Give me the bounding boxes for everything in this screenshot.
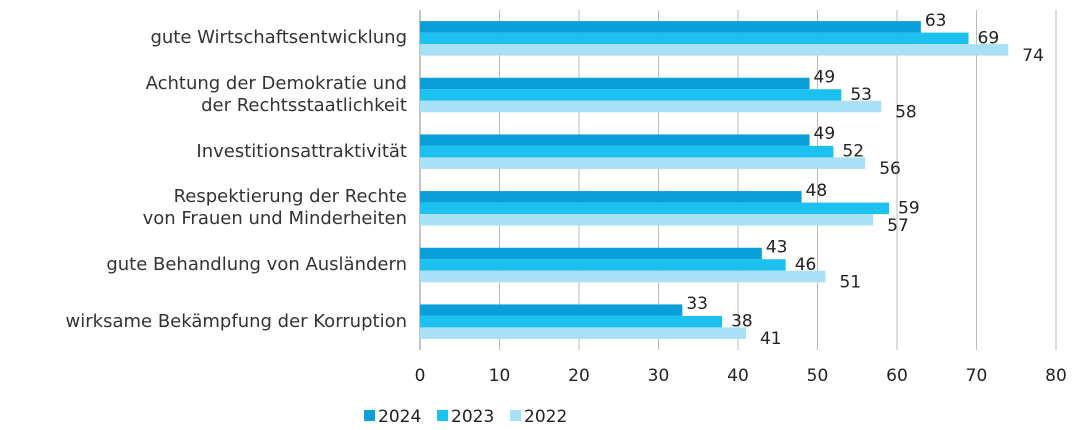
legend-swatch bbox=[364, 410, 375, 421]
legend-label: 2022 bbox=[524, 407, 567, 427]
legend-label: 2024 bbox=[378, 407, 421, 427]
bar bbox=[420, 44, 1009, 56]
value-label: 48 bbox=[806, 181, 828, 201]
bar bbox=[420, 89, 842, 101]
bar bbox=[420, 134, 810, 146]
x-tick-label: 60 bbox=[886, 366, 908, 386]
bar bbox=[420, 259, 786, 271]
category-label: Achtung der Demokratie und der Rechtssta… bbox=[145, 73, 407, 116]
x-tick-label: 10 bbox=[489, 366, 511, 386]
bar bbox=[420, 77, 810, 90]
x-tick-label: 70 bbox=[966, 366, 988, 386]
bar bbox=[420, 21, 921, 33]
bar bbox=[420, 315, 723, 328]
category-label: gute Wirtschaftsentwicklung bbox=[150, 27, 407, 49]
x-tick-label: 40 bbox=[727, 366, 749, 386]
value-label: 41 bbox=[760, 329, 782, 349]
value-label: 56 bbox=[879, 159, 901, 179]
bar bbox=[420, 191, 802, 203]
x-tick-label: 30 bbox=[648, 366, 670, 386]
legend-swatch bbox=[437, 410, 448, 421]
bar bbox=[420, 100, 882, 113]
x-tick-label: 0 bbox=[415, 366, 426, 386]
value-label: 52 bbox=[842, 142, 864, 162]
bar bbox=[420, 304, 683, 316]
value-label: 46 bbox=[795, 255, 817, 275]
bar bbox=[420, 247, 762, 260]
category-label: Respektierung der Rechte von Frauen und … bbox=[142, 186, 407, 230]
bar bbox=[420, 327, 746, 339]
value-label: 69 bbox=[978, 28, 1000, 48]
value-label: 38 bbox=[731, 312, 753, 332]
bar bbox=[420, 270, 826, 283]
value-label: 63 bbox=[925, 11, 947, 31]
value-label: 57 bbox=[887, 216, 909, 236]
bar bbox=[420, 214, 874, 226]
value-label: 74 bbox=[1022, 46, 1044, 66]
bar bbox=[420, 157, 866, 169]
x-tick-label: 50 bbox=[807, 366, 829, 386]
bar bbox=[420, 145, 834, 158]
value-label: 53 bbox=[850, 85, 872, 105]
x-tick-label: 80 bbox=[1045, 366, 1067, 386]
value-label: 59 bbox=[898, 198, 920, 218]
bar bbox=[420, 32, 969, 45]
value-label: 49 bbox=[814, 68, 836, 88]
category-label: gute Behandlung von Ausländern bbox=[106, 254, 407, 275]
category-label: wirksame Bekämpfung der Korruption bbox=[65, 310, 407, 332]
legend-label: 2023 bbox=[451, 407, 494, 427]
legend-swatch bbox=[510, 410, 521, 421]
value-label: 51 bbox=[839, 273, 861, 293]
category-label: Investitionsattraktivität bbox=[196, 140, 407, 162]
value-label: 58 bbox=[895, 103, 917, 123]
value-label: 49 bbox=[814, 124, 836, 144]
value-label: 43 bbox=[766, 238, 788, 258]
bar bbox=[420, 202, 890, 215]
x-tick-label: 20 bbox=[568, 366, 590, 386]
value-label: 33 bbox=[686, 294, 708, 314]
